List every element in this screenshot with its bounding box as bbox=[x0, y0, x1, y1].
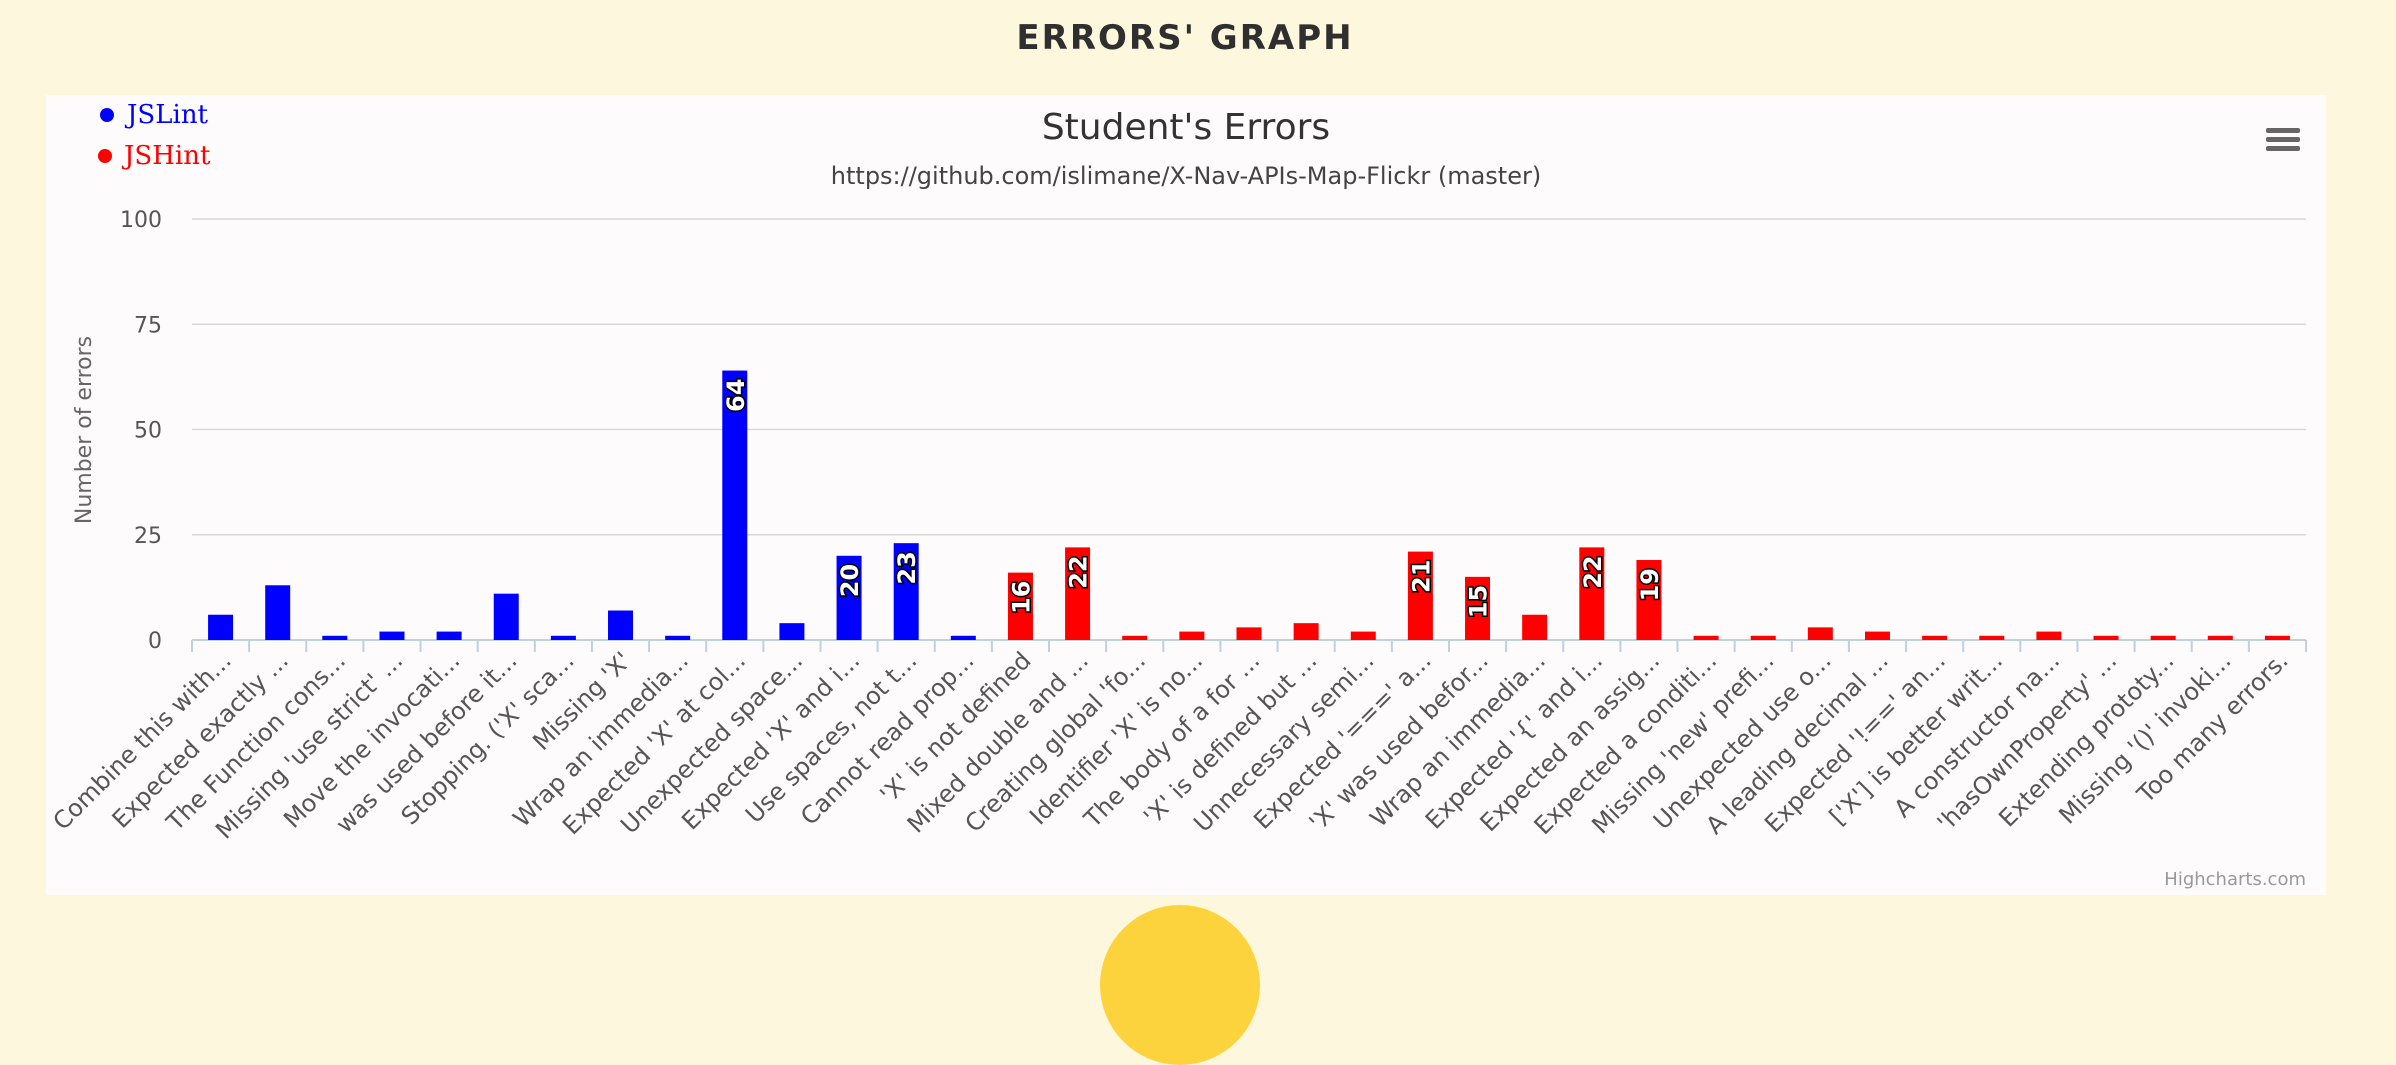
bar-jshint[interactable] bbox=[1864, 631, 1890, 640]
bar-jslint[interactable] bbox=[265, 585, 291, 640]
bar-jshint[interactable] bbox=[1007, 572, 1033, 640]
bar-jshint[interactable] bbox=[2207, 635, 2233, 640]
legend-marker-jslint bbox=[100, 108, 114, 122]
bar-jshint[interactable] bbox=[1236, 627, 1262, 640]
y-tick-label: 75 bbox=[134, 313, 162, 338]
bar-jshint[interactable] bbox=[1636, 560, 1662, 640]
legend-label-jslint: JSLint bbox=[124, 100, 209, 130]
bar-jslint[interactable] bbox=[722, 370, 748, 640]
legend-marker-jshint bbox=[98, 149, 112, 163]
data-label: 23 bbox=[893, 551, 921, 584]
bar-jslint[interactable] bbox=[665, 635, 691, 640]
bar-jshint[interactable] bbox=[1350, 631, 1376, 640]
data-label: 22 bbox=[1579, 555, 1607, 588]
bar-jslint[interactable] bbox=[436, 631, 462, 640]
bar-jslint[interactable] bbox=[322, 635, 348, 640]
chart-subtitle: https://github.com/islimane/X-Nav-APIs-M… bbox=[831, 162, 1541, 190]
y-tick-label: 0 bbox=[148, 629, 162, 654]
y-tick-label: 25 bbox=[134, 524, 162, 549]
bar-jshint[interactable] bbox=[2150, 635, 2176, 640]
bar-jslint[interactable] bbox=[836, 555, 862, 640]
bar-jshint[interactable] bbox=[1179, 631, 1205, 640]
bar-jshint[interactable] bbox=[1407, 551, 1433, 640]
bar-jshint[interactable] bbox=[1750, 635, 1776, 640]
legend-item-jslint[interactable]: JSLint bbox=[100, 100, 209, 130]
bar-jslint[interactable] bbox=[208, 614, 234, 640]
bar-jshint[interactable] bbox=[1979, 635, 2005, 640]
bar-jshint[interactable] bbox=[1293, 623, 1319, 640]
bar-jshint[interactable] bbox=[1693, 635, 1719, 640]
bar-jslint[interactable] bbox=[893, 543, 919, 640]
legend-item-jshint[interactable]: JSHint bbox=[98, 141, 211, 171]
page-heading: ERRORS' GRAPH bbox=[1016, 18, 1354, 58]
hamburger-menu-icon[interactable] bbox=[2264, 125, 2316, 169]
data-label: 20 bbox=[836, 564, 864, 597]
highcharts-credits[interactable]: Highcharts.com bbox=[2164, 869, 2306, 890]
data-label: 21 bbox=[1407, 560, 1435, 593]
chart-title: Student's Errors bbox=[1042, 107, 1330, 148]
legend-label-jshint: JSHint bbox=[121, 141, 211, 171]
bar-jshint[interactable] bbox=[2264, 635, 2290, 640]
bar-jshint[interactable] bbox=[1922, 635, 1948, 640]
bar-jshint[interactable] bbox=[1465, 576, 1491, 640]
bar-jshint[interactable] bbox=[1522, 614, 1548, 640]
decorative-circle bbox=[1100, 905, 1260, 1065]
bar-jslint[interactable] bbox=[550, 635, 576, 640]
y-axis-title: Number of errors bbox=[72, 336, 97, 524]
legend: JSLint JSHint bbox=[98, 100, 211, 171]
bar-jshint[interactable] bbox=[2093, 635, 2119, 640]
bar-jslint[interactable] bbox=[379, 631, 405, 640]
data-label: 22 bbox=[1065, 555, 1093, 588]
y-tick-label: 50 bbox=[134, 419, 162, 444]
data-label: 19 bbox=[1636, 568, 1664, 601]
chart-panel: 0 25 50 75 100 64 20 23 16 22 21 15 22 19 Combine th… bbox=[46, 95, 2326, 895]
bar-jslint[interactable] bbox=[950, 635, 976, 640]
data-label: 16 bbox=[1007, 581, 1035, 614]
bar-jslint[interactable] bbox=[608, 610, 634, 640]
bar-jshint[interactable] bbox=[1122, 635, 1148, 640]
bar-jshint[interactable] bbox=[1807, 627, 1833, 640]
data-label: 15 bbox=[1465, 585, 1493, 618]
bar-jshint[interactable] bbox=[1065, 547, 1091, 640]
bar-jslint[interactable] bbox=[493, 593, 519, 640]
bar-jshint[interactable] bbox=[2036, 631, 2062, 640]
y-tick-label: 100 bbox=[120, 208, 162, 233]
data-label: 64 bbox=[722, 379, 750, 412]
bar-jshint[interactable] bbox=[1579, 547, 1605, 640]
bar-jslint[interactable] bbox=[779, 623, 805, 640]
